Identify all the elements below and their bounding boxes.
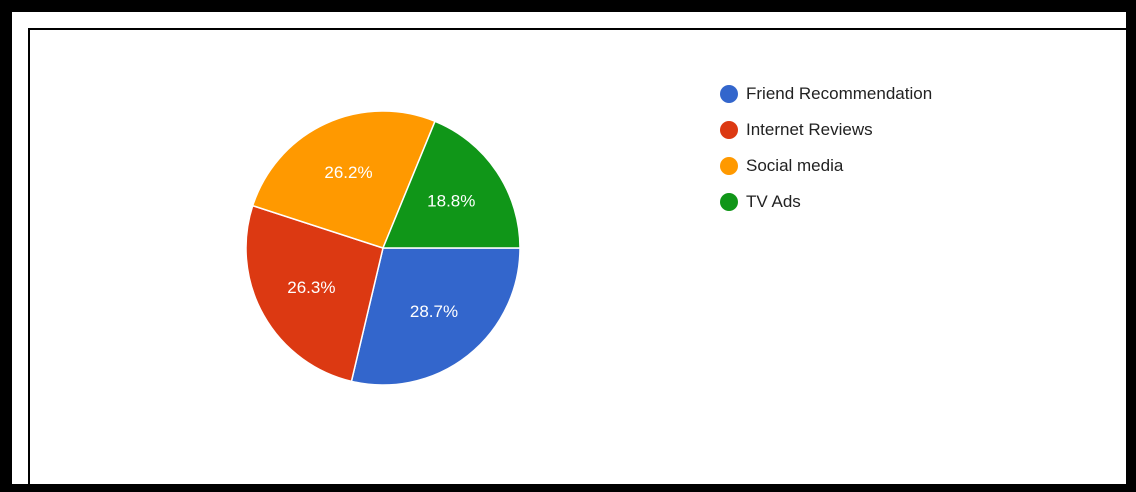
pie-label-friend-recommendation: 28.7%: [410, 302, 458, 321]
legend-item-friend-recommendation[interactable]: Friend Recommendation: [720, 76, 932, 112]
legend: Friend Recommendation Internet Reviews S…: [720, 76, 932, 220]
legend-swatch-social-media: [720, 157, 738, 175]
pie-slice-friend-recommendation[interactable]: [350, 247, 521, 386]
legend-swatch-internet-reviews: [720, 121, 738, 139]
pie-label-social-media: 26.2%: [324, 163, 372, 182]
pie-label-tv-ads: 18.8%: [427, 192, 475, 211]
legend-label-internet-reviews: Internet Reviews: [746, 120, 873, 139]
pie-slice-tv-ads[interactable]: [381, 120, 521, 249]
legend-item-internet-reviews[interactable]: Internet Reviews: [720, 112, 932, 148]
legend-item-tv-ads[interactable]: TV Ads: [720, 184, 932, 220]
legend-label-friend-recommendation: Friend Recommendation: [746, 84, 933, 103]
legend-item-social-media[interactable]: Social media: [720, 148, 932, 184]
pie-slice-internet-reviews[interactable]: [245, 204, 384, 383]
chart-border: [28, 28, 1134, 490]
legend-label-social-media: Social media: [746, 156, 844, 175]
pie-label-internet-reviews: 26.3%: [287, 278, 335, 297]
pie-slice-social-media[interactable]: [251, 110, 437, 249]
legend-label-tv-ads: TV Ads: [746, 192, 801, 211]
legend-swatch-friend-recommendation: [720, 85, 738, 103]
legend-swatch-tv-ads: [720, 193, 738, 211]
